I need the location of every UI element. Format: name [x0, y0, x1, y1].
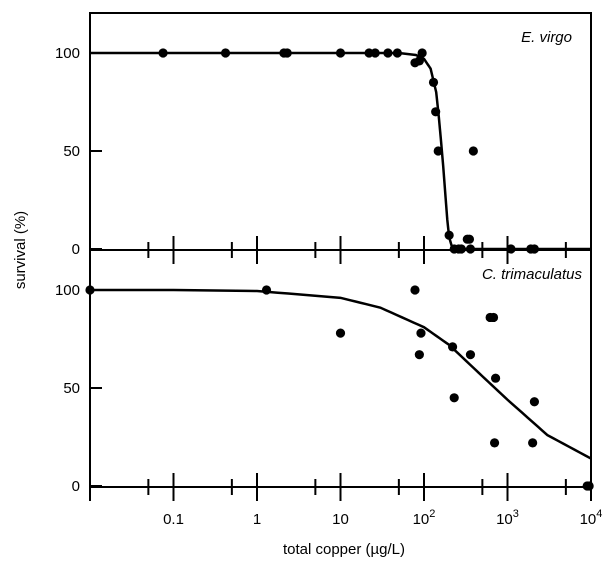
data-point-top	[414, 56, 424, 66]
data-point-top	[220, 48, 231, 58]
data-point-bottom	[488, 312, 499, 323]
x-axis-title: total copper (µg/L)	[283, 541, 405, 558]
data-point-top	[335, 48, 346, 58]
data-points-bottom	[85, 285, 594, 491]
x-tick-label: 102	[413, 508, 436, 528]
data-point-bottom	[416, 328, 426, 338]
data-point-top	[392, 48, 402, 58]
data-point-top	[444, 230, 454, 240]
y-tick-label-bottom: 100	[55, 282, 80, 299]
x-tick-label: 103	[496, 508, 519, 528]
x-tick-label: 1	[253, 511, 261, 528]
data-point-bottom	[414, 350, 424, 360]
y-tick-label-top: 50	[63, 143, 80, 160]
data-point-bottom	[465, 350, 476, 360]
data-point-top	[464, 234, 475, 244]
y-tick-label-bottom: 0	[72, 478, 80, 495]
y-axis-bottom: 0 50 100	[55, 282, 102, 495]
data-point-top	[370, 48, 380, 58]
data-point-bottom	[489, 438, 500, 448]
y-tick-label-bottom: 50	[63, 380, 80, 397]
panel-c-trimaculatus: C. trimaculatus 0 50 100	[55, 249, 594, 495]
data-point-bottom	[529, 397, 540, 407]
data-point-top	[383, 48, 393, 58]
panel-frame-bottom	[89, 249, 592, 488]
data-point-top	[433, 146, 443, 156]
data-point-top	[417, 48, 427, 58]
panel-title-top: E. virgo	[521, 29, 572, 46]
data-point-bottom	[449, 393, 459, 403]
x-tick-label: 10	[332, 511, 349, 528]
x-tick-label: 104	[580, 508, 603, 528]
data-point-bottom	[584, 481, 594, 491]
data-point-bottom	[528, 438, 538, 448]
panel-e-virgo: E. virgo 0 50 100	[55, 12, 592, 258]
data-point-bottom	[335, 328, 346, 338]
data-point-bottom	[410, 285, 420, 295]
data-point-top	[428, 77, 439, 87]
data-point-bottom	[261, 285, 272, 295]
x-tick-exponent: 4	[596, 508, 602, 520]
y-tick-label-top: 100	[55, 45, 80, 62]
data-point-top	[468, 146, 478, 156]
x-tick-exponent: 3	[513, 508, 519, 520]
panel-title-bottom: C. trimaculatus	[482, 266, 583, 283]
data-point-bottom	[490, 373, 501, 383]
fit-curve-top	[90, 51, 591, 251]
data-point-top	[431, 107, 441, 117]
data-point-top	[282, 48, 292, 58]
data-point-bottom	[85, 285, 95, 295]
data-point-bottom	[447, 342, 458, 352]
fit-curve-bottom	[90, 288, 592, 460]
y-axis-top: 0 50 100	[55, 45, 102, 258]
data-points-top	[158, 48, 540, 254]
x-tick-exponent: 2	[429, 508, 435, 520]
y-axis-title: survival (%)	[12, 211, 29, 289]
x-tick-label: 0.1	[163, 511, 184, 528]
data-point-top	[158, 48, 168, 58]
y-tick-label-top: 0	[72, 241, 80, 258]
